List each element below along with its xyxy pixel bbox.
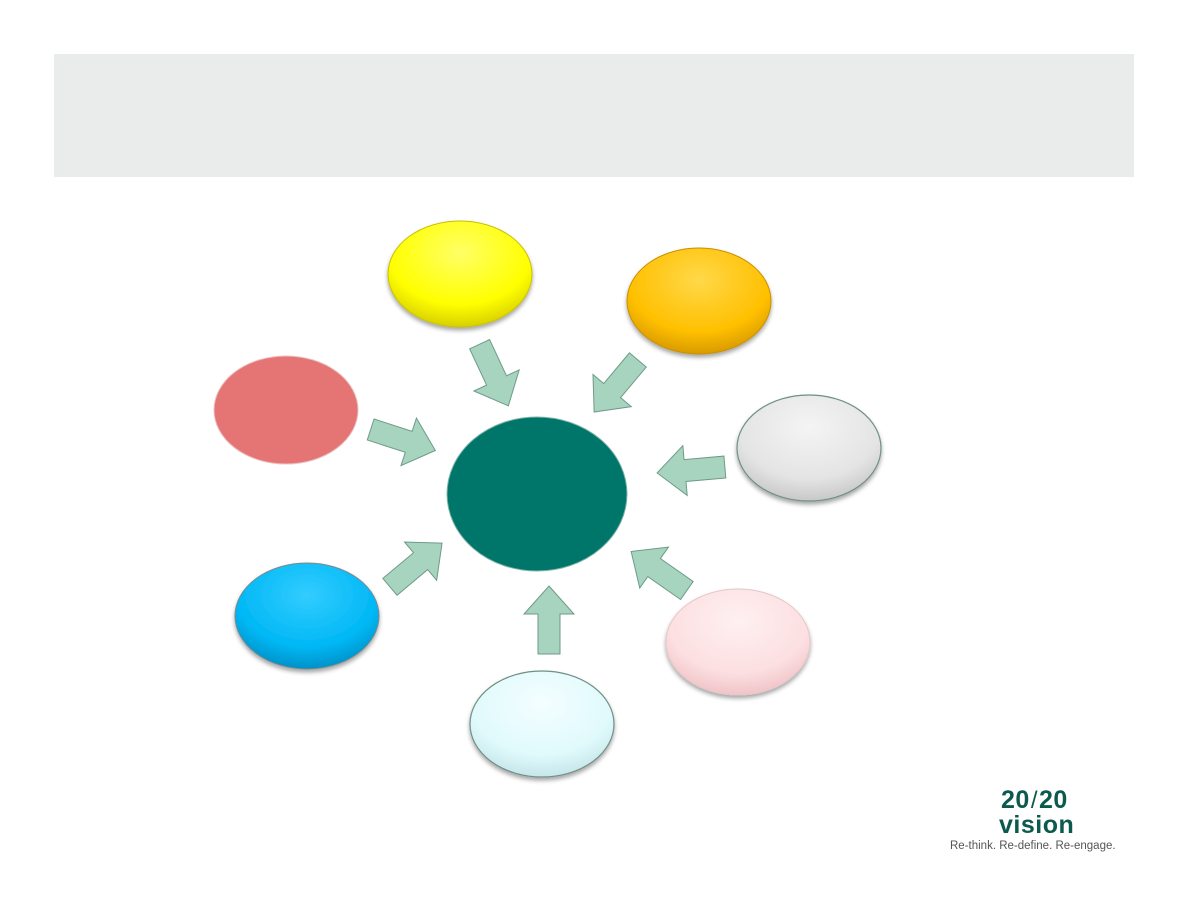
satellite-left-red bbox=[213, 355, 359, 465]
satellite-bottom-right-pink bbox=[665, 588, 811, 696]
logo-word: vision bbox=[999, 811, 1075, 839]
title-band bbox=[54, 54, 1134, 177]
satellite-bottom-left-blue bbox=[234, 562, 380, 670]
center-circle bbox=[446, 416, 628, 572]
arrow-from-left-red bbox=[366, 416, 437, 467]
arrow-from-bottom-right-pink bbox=[630, 546, 694, 601]
arrow-from-top-yellow bbox=[468, 338, 520, 407]
satellite-bottom-cyan bbox=[469, 670, 615, 778]
logo-number: 20/20 bbox=[1001, 786, 1068, 814]
logo-tagline: Re-think. Re-define. Re-engage. bbox=[950, 840, 1116, 852]
satellite-top-yellow bbox=[387, 220, 533, 328]
arrow-from-right-gray bbox=[656, 444, 727, 497]
arrow-from-top-right-gold bbox=[592, 352, 647, 413]
satellite-right-gray bbox=[736, 394, 882, 502]
satellite-top-right-gold bbox=[626, 247, 772, 355]
arrow-from-bottom-left-blue bbox=[382, 541, 443, 596]
arrow-from-bottom-cyan bbox=[522, 585, 576, 655]
